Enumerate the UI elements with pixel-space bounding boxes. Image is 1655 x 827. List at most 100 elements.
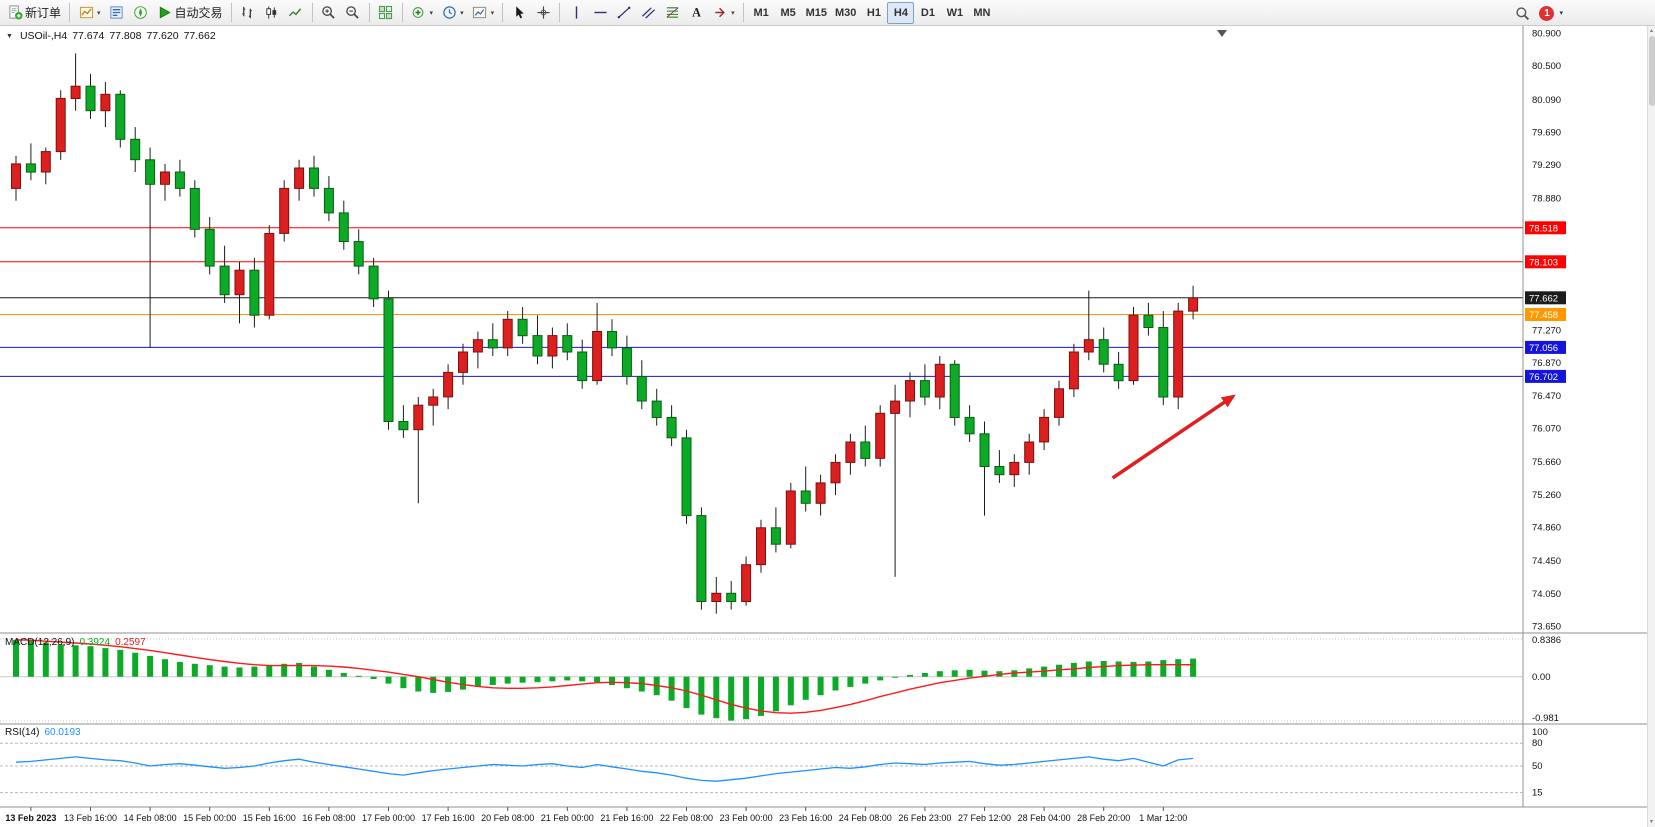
svg-text:28 Feb 04:00: 28 Feb 04:00 [1018,813,1071,823]
svg-text:14 Feb 08:00: 14 Feb 08:00 [124,813,177,823]
timeframe-h4-button[interactable]: H4 [887,1,915,24]
svg-text:74.450: 74.450 [1532,556,1561,567]
new-order-button[interactable]: 新订单 [3,2,65,24]
candlestick-chart-button[interactable] [260,2,284,24]
toolbar-separator [311,3,313,22]
text-label-button[interactable]: A [684,2,708,24]
cursor-button[interactable] [507,2,531,24]
arrow-objects-button[interactable]: ▾ [708,2,739,24]
timeframe-m30-button[interactable]: M30 [831,2,860,24]
toolbar-buttons: 新订单 ▾ 自动交易 ▾ ▾ ▾ A ▾ M1 M5 M15 M30 H1 H4 D1 W1 MN [3,0,995,25]
svg-text:76.070: 76.070 [1532,424,1561,435]
templates-dropdown-caret: ▾ [490,9,495,17]
price-tag-78.518: 78.518 [1525,221,1566,235]
price-chart[interactable]: 80.900 80.500 80.090 79.690 79.290 78.880 77.2… [0,26,1647,827]
periods-button[interactable]: ▾ [437,2,468,24]
chart-shift-marker-icon[interactable] [1217,30,1227,37]
toolbar-separator [559,3,561,22]
svg-text:78.103: 78.103 [1529,257,1558,268]
notifications-dropdown-icon[interactable]: ▾ [1559,10,1563,17]
timeframe-m1-button[interactable]: M1 [748,2,775,24]
price-tag-76.702: 76.702 [1525,369,1566,383]
fibonacci-button[interactable] [660,2,684,24]
tile-windows-button[interactable] [374,2,398,24]
vertical-line-icon [568,5,584,21]
indicators-dropdown-caret: ▾ [429,9,434,17]
timeframe-w1-button[interactable]: W1 [941,2,968,24]
line-chart-icon [288,5,304,21]
market-watch-icon [109,5,125,21]
arrow-objects-dropdown-caret: ▾ [731,9,735,17]
svg-text:74.860: 74.860 [1532,523,1561,534]
svg-text:77.270: 77.270 [1532,325,1561,336]
svg-text:22 Feb 08:00: 22 Feb 08:00 [660,813,713,823]
svg-text:24 Feb 08:00: 24 Feb 08:00 [839,813,892,823]
timeframe-d1-button[interactable]: D1 [914,2,941,24]
text-label-icon: A [688,5,704,21]
svg-text:100: 100 [1532,727,1548,738]
toolbar-separator [69,3,71,22]
svg-text:A: A [692,6,701,20]
svg-text:80: 80 [1532,738,1543,749]
new-order-label: 新订单 [25,6,62,20]
line-chart-button[interactable] [284,2,308,24]
horizontal-line-button[interactable] [588,2,612,24]
fibonacci-icon [664,5,680,21]
svg-text:15: 15 [1532,788,1543,799]
timeframe-m5-button[interactable]: M5 [775,2,802,24]
search-button[interactable] [1510,2,1534,24]
notifications-badge[interactable]: 1 [1539,5,1555,21]
search-icon [1514,5,1530,21]
candles-layer[interactable] [11,53,1199,614]
svg-text:1 Mar 12:00: 1 Mar 12:00 [1139,813,1187,823]
vertical-line-button[interactable] [564,2,588,24]
macd-axis-labels: 0.8386 0.00 -0.981 [1532,635,1561,724]
toolbar-separator [401,3,403,22]
equidistant-channel-button[interactable] [636,2,660,24]
svg-text:76.470: 76.470 [1532,391,1561,402]
svg-text:13 Feb 16:00: 13 Feb 16:00 [64,813,117,823]
horizontal-line-icon [592,5,608,21]
navigator-button[interactable] [129,2,153,24]
indicators-button[interactable]: ▾ [407,2,438,24]
new-chart-dropdown-caret: ▾ [97,9,101,17]
main-toolbar: 新订单 ▾ 自动交易 ▾ ▾ ▾ A ▾ M1 M5 M15 M30 H1 H4 D1 W1 MN 1 ▾ [0,0,1655,26]
close-value: 77.662 [183,30,216,42]
timeframe-m15-button[interactable]: M15 [802,2,831,24]
periods-dropdown-caret: ▾ [460,9,464,17]
trendline-button[interactable] [612,2,636,24]
templates-icon [472,5,488,21]
market-watch-button[interactable] [105,2,129,24]
svg-text:0.00: 0.00 [1532,672,1551,683]
arrow-objects-icon [712,5,728,21]
timeframe-mn-button[interactable]: MN [968,2,995,24]
one-click-trading-toggle[interactable]: ▼ [6,32,13,40]
svg-text:74.050: 74.050 [1532,589,1561,600]
autotrading-button[interactable]: 自动交易 [153,2,227,24]
svg-text:77.056: 77.056 [1529,343,1558,354]
svg-text:75.260: 75.260 [1532,490,1561,501]
scroll-down-icon[interactable]: ▼ [1649,819,1654,825]
zoom-out-button[interactable] [341,2,365,24]
candlestick-chart-icon [264,5,280,21]
macd-signal-line [15,639,1194,714]
scrollbar-thumb[interactable] [1649,36,1655,106]
price-tag-77.056: 77.056 [1525,340,1566,354]
svg-text:78.880: 78.880 [1532,194,1561,205]
chart-window: 80.900 80.500 80.090 79.690 79.290 78.880 77.2… [0,26,1647,827]
new-chart-button[interactable]: ▾ [74,2,105,24]
bar-chart-icon [240,5,256,21]
crosshair-button[interactable] [531,2,555,24]
svg-text:75.660: 75.660 [1532,457,1561,468]
svg-text:27 Feb 12:00: 27 Feb 12:00 [958,813,1011,823]
zoom-in-button[interactable] [317,2,341,24]
scroll-up-icon[interactable]: ▲ [1649,28,1654,34]
macd-signal-value: 0.2597 [115,637,146,648]
vertical-scrollbar[interactable]: ▲ ▼ [1647,26,1655,827]
trend-arrow-object[interactable] [1111,394,1236,480]
bar-chart-button[interactable] [236,2,260,24]
timeframe-h1-button[interactable]: H1 [860,2,887,24]
zoom-out-icon [345,5,361,21]
autotrading-icon [157,5,173,21]
templates-button[interactable]: ▾ [468,2,499,24]
